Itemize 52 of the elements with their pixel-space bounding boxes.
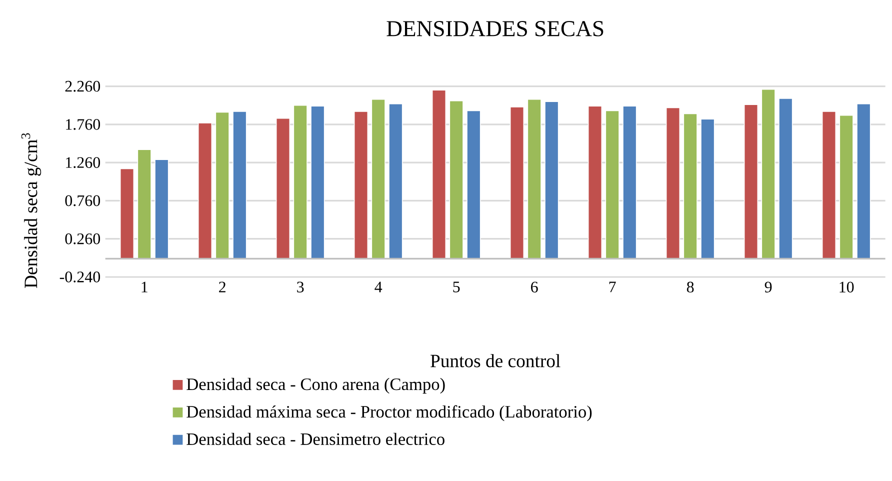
x-tick-label: 6 [531, 282, 538, 292]
bar [232, 111, 247, 260]
bar [293, 104, 308, 260]
bar [120, 168, 134, 260]
bar [371, 98, 386, 260]
y-tick-label: -0.240 [60, 272, 100, 282]
bar [388, 103, 403, 260]
bar [198, 122, 212, 260]
bar [822, 111, 836, 260]
bar [778, 98, 793, 260]
bar [154, 159, 169, 260]
x-axis-title: Puntos de control [430, 354, 560, 368]
bar [466, 110, 481, 260]
bar [744, 104, 758, 260]
bar [432, 90, 446, 260]
y-tick-label: 0.760 [65, 195, 100, 206]
bar [544, 101, 559, 260]
legend-label: Densidad seca - Densimetro electrico [186, 432, 444, 446]
x-tick-label: 4 [374, 282, 382, 292]
bar [605, 110, 620, 260]
bar [510, 106, 524, 260]
bar [137, 149, 152, 260]
x-tick-label: 9 [764, 282, 772, 292]
x-tick-label: 8 [686, 282, 694, 292]
x-tick-label: 5 [453, 282, 460, 292]
bar [276, 118, 290, 260]
bar [839, 114, 854, 260]
x-tick-label: 2 [219, 282, 226, 292]
bar [215, 112, 230, 260]
bar [449, 100, 464, 260]
bar [666, 107, 680, 260]
y-tick-label: 0.260 [65, 233, 100, 244]
bar [856, 103, 871, 260]
x-tick-label: 1 [142, 282, 148, 292]
legend-label: Densidad seca - Cono arena (Campo) [186, 378, 445, 394]
y-tick-label: 2.260 [65, 80, 100, 92]
legend-label: Densidad máxima seca - Proctor modificado (Laboratorio) [186, 405, 592, 422]
y-tick-label: 1.260 [66, 157, 100, 168]
bar [310, 106, 325, 260]
bar [683, 113, 698, 260]
bar [527, 98, 542, 260]
bar [622, 106, 637, 260]
bar [354, 111, 368, 260]
bar [761, 88, 776, 260]
x-tick-label: 7 [609, 282, 616, 292]
x-tick-label: 10 [840, 282, 854, 292]
y-tick-label: 1.760 [66, 119, 100, 130]
x-tick-label: 3 [297, 282, 304, 292]
chart-title: DENSIDADES SECAS [386, 21, 604, 36]
bar [588, 106, 602, 260]
y-axis-title: Densidad seca g/cm$^{3}$ [21, 133, 42, 288]
bar [700, 118, 715, 260]
